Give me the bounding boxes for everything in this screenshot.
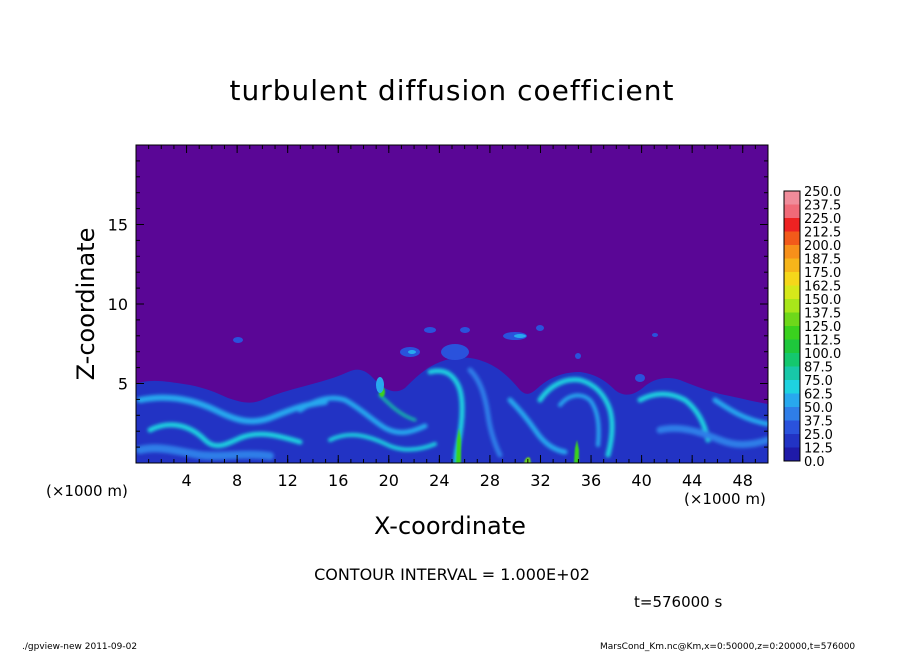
field-band xyxy=(656,424,768,448)
colorbar-label: 12.5 xyxy=(804,442,833,457)
colorbar-swatch xyxy=(784,393,800,407)
colorbar-label: 162.5 xyxy=(804,280,841,295)
field-band xyxy=(637,391,711,443)
field-puff xyxy=(575,353,581,359)
x-tick-label: 20 xyxy=(379,471,399,490)
colorbar-label: 150.0 xyxy=(804,293,841,308)
x-tick-label: 48 xyxy=(733,471,753,490)
colorbar-swatch xyxy=(784,326,800,340)
x-tick-label: 4 xyxy=(181,471,191,490)
y-tick-label: 5 xyxy=(118,375,128,394)
colorbar-label: 225.0 xyxy=(804,212,841,227)
turbulent-layer xyxy=(136,325,768,463)
field-puff xyxy=(408,350,416,354)
colorbar: 250.0237.5225.0212.5200.0187.5175.0162.5… xyxy=(783,185,841,470)
field-puff xyxy=(536,325,544,331)
x-tick-label: 8 xyxy=(232,471,242,490)
colorbar-label: 37.5 xyxy=(804,415,833,430)
colorbar-label: 100.0 xyxy=(804,347,841,362)
colorbar-swatch xyxy=(784,353,800,367)
colorbar-label: 137.5 xyxy=(804,307,841,322)
colorbar-label: 125.0 xyxy=(804,320,841,335)
colorbar-swatch xyxy=(784,218,800,232)
colorbar-swatch xyxy=(784,299,800,313)
colorbar-swatch xyxy=(784,191,800,205)
x-tick-label: 36 xyxy=(581,471,601,490)
x-unit-label-left: (×1000 m) xyxy=(46,482,128,500)
colorbar-label: 187.5 xyxy=(804,253,841,268)
field-band xyxy=(137,394,328,425)
y-tick-label: 15 xyxy=(108,216,128,235)
field-puff xyxy=(460,327,470,333)
x-axis: 4 8 12 16 20 24 28 32 36 40 44 48 xyxy=(148,145,756,490)
x-tick-label: 44 xyxy=(682,471,702,490)
field-puff xyxy=(376,377,384,393)
colorbar-swatch xyxy=(784,272,800,286)
x-tick-label: 16 xyxy=(328,471,348,490)
colorbar-swatch xyxy=(784,231,800,245)
contour-interval-text: CONTOUR INTERVAL = 1.000E+02 xyxy=(314,565,590,584)
colorbar-swatch xyxy=(784,245,800,259)
field-band xyxy=(297,395,428,435)
field-puff xyxy=(441,344,469,360)
field-band xyxy=(712,397,768,427)
field-puff xyxy=(424,327,436,333)
colorbar-swatch xyxy=(784,407,800,421)
y-axis-label: Z-coordinate xyxy=(72,227,100,381)
colorbar-swatch xyxy=(784,420,800,434)
field-puff xyxy=(233,337,243,343)
colorbar-swatch xyxy=(784,447,800,461)
colorbar-swatch xyxy=(784,312,800,326)
field-band xyxy=(328,432,437,452)
field-plume xyxy=(456,428,461,463)
x-unit-label-right: (×1000 m) xyxy=(684,490,766,508)
colorbar-label: 200.0 xyxy=(804,239,841,254)
colorbar-label: 112.5 xyxy=(804,334,841,349)
colorbar-swatch xyxy=(784,380,800,394)
x-axis-label: X-coordinate xyxy=(374,512,526,540)
field-band xyxy=(427,368,465,463)
field-plume xyxy=(574,440,579,463)
field-band xyxy=(378,393,417,422)
field-band xyxy=(467,367,503,458)
field-band xyxy=(136,444,274,460)
colorbar-label: 25.0 xyxy=(804,428,833,443)
chart-title: turbulent diffusion coefficient xyxy=(229,74,675,107)
footer-right: MarsCond_Km.nc@Km,x=0:50000,z=0:20000,t=… xyxy=(600,642,856,652)
field-band xyxy=(507,397,568,455)
colorbar-label: 0.0 xyxy=(804,455,825,470)
colorbar-label: 62.5 xyxy=(804,388,833,403)
colorbar-swatch xyxy=(784,285,800,299)
colorbar-swatch xyxy=(784,366,800,380)
x-tick-label: 32 xyxy=(530,471,550,490)
field-puff xyxy=(514,334,526,338)
time-stamp: t=576000 s xyxy=(634,593,723,611)
colorbar-label: 212.5 xyxy=(804,226,841,241)
y-tick-label: 10 xyxy=(108,295,128,314)
x-tick-label: 28 xyxy=(480,471,500,490)
colorbar-swatch xyxy=(784,204,800,218)
footer-left: ./gpview-new 2011-09-02 xyxy=(22,642,138,652)
colorbar-swatch xyxy=(784,339,800,353)
field-band xyxy=(558,393,601,447)
y-axis: 5 10 15 xyxy=(108,160,768,448)
colorbar-label: 75.0 xyxy=(804,374,833,389)
colorbar-frame xyxy=(783,190,801,462)
field-band xyxy=(147,422,303,449)
field-band xyxy=(537,377,615,458)
field-puff xyxy=(635,374,645,382)
colorbar-swatch xyxy=(784,258,800,272)
x-tick-label: 24 xyxy=(429,471,449,490)
field-puff xyxy=(652,333,658,337)
colorbar-label: 87.5 xyxy=(804,361,833,376)
x-tick-label: 40 xyxy=(631,471,651,490)
colorbar-label: 175.0 xyxy=(804,266,841,281)
colorbar-label: 50.0 xyxy=(804,401,833,416)
colorbar-swatch xyxy=(784,434,800,448)
x-tick-label: 12 xyxy=(278,471,298,490)
colorbar-label: 237.5 xyxy=(804,199,841,214)
colorbar-label: 250.0 xyxy=(804,185,841,200)
